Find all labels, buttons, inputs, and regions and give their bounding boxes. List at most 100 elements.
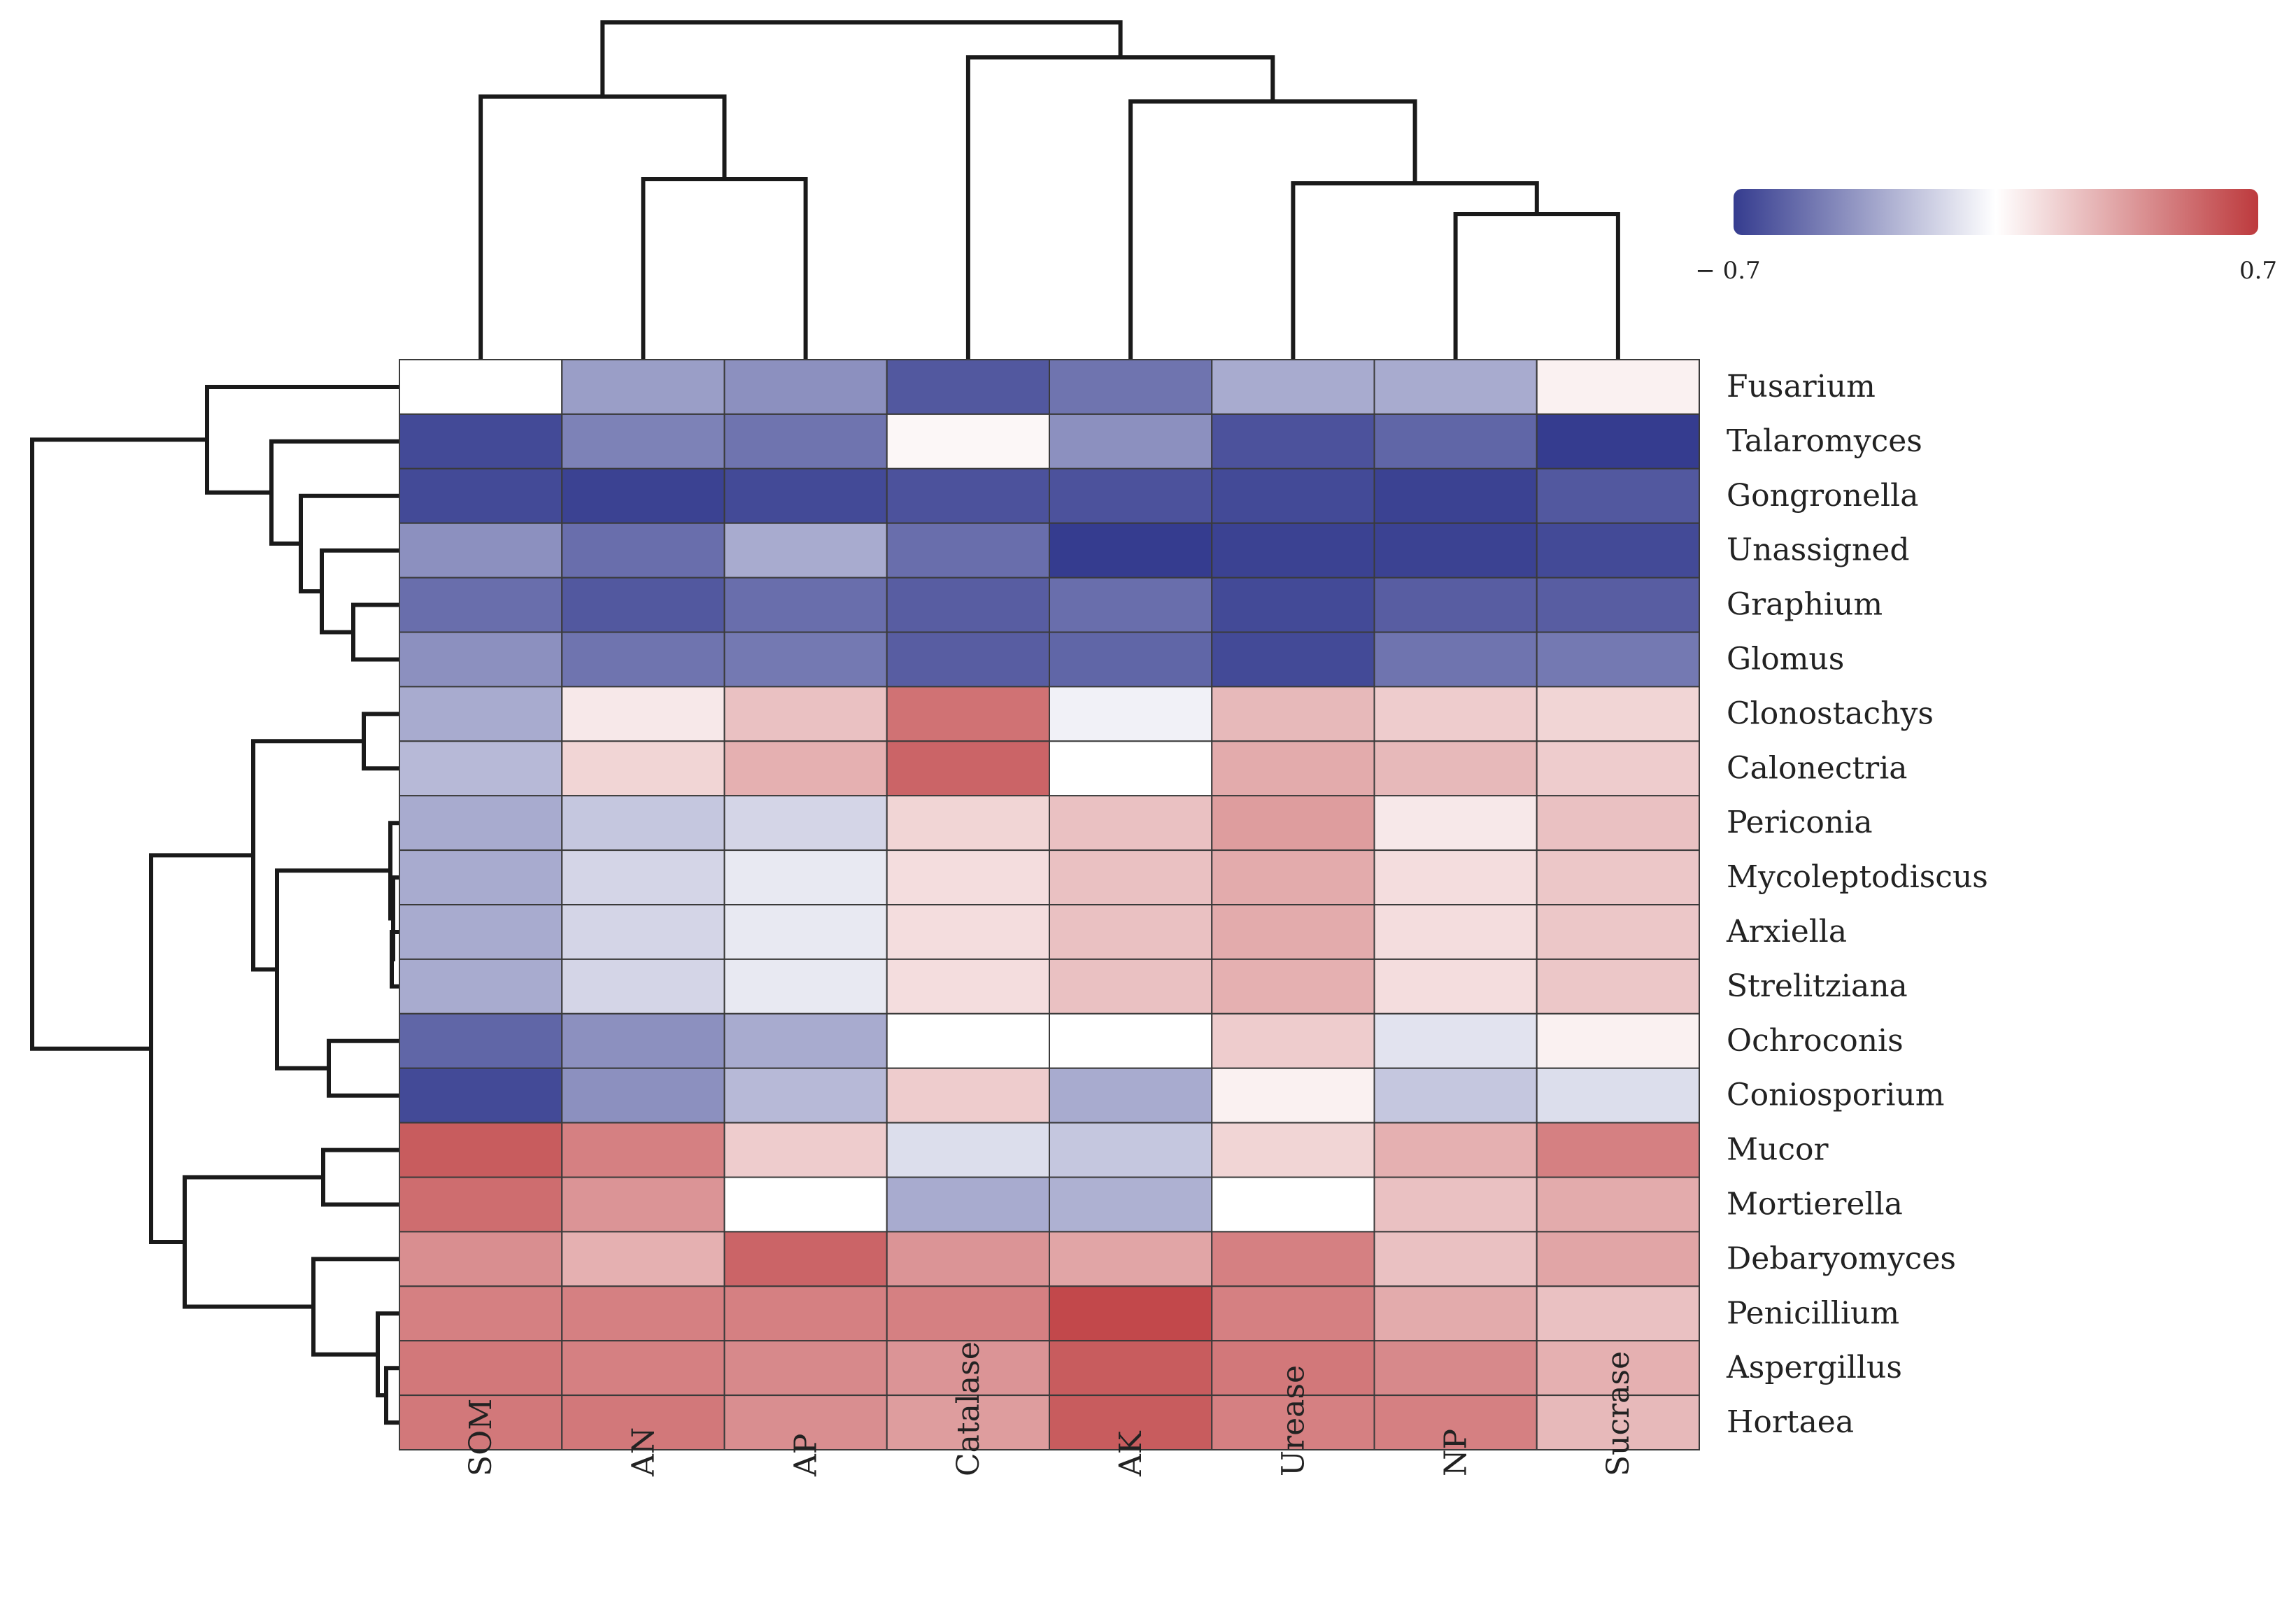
heatmap-cell [1536, 467, 1700, 524]
heatmap-cell [723, 1176, 888, 1233]
heatmap-cell [561, 413, 725, 469]
heatmap-cell [1373, 958, 1538, 1015]
row-dendrogram-link [351, 602, 402, 662]
row-label: Clonostachys [1727, 695, 1934, 731]
heatmap-cell [1373, 740, 1538, 797]
row-label: Hortaea [1727, 1404, 1854, 1440]
row-label: Glomus [1727, 642, 1844, 677]
heatmap-cell [399, 849, 563, 905]
heatmap-cell [886, 1012, 1050, 1069]
heatmap-cell [1373, 631, 1538, 688]
heatmap-cell [561, 1067, 725, 1124]
heatmap-cell [723, 795, 888, 852]
row-dendrogram-link [30, 437, 209, 1051]
heatmap-cell [1049, 958, 1213, 1015]
heatmap-cell [1049, 1067, 1213, 1124]
column-dendrogram-link [479, 94, 727, 362]
row-dendrogram-link [149, 853, 255, 1244]
heatmap-cell [399, 686, 563, 742]
row-label: Gongronella [1727, 478, 1918, 514]
row-dendrogram-link [376, 1311, 402, 1398]
heatmap-cell [1049, 631, 1213, 688]
heatmap-cell [886, 686, 1050, 742]
heatmap-cell [399, 795, 563, 852]
heatmap-cell [1373, 1340, 1538, 1397]
heatmap-cell [399, 522, 563, 579]
heatmap-cell [561, 686, 725, 742]
heatmap-cell [1049, 1231, 1213, 1287]
heatmap-cell [1211, 1285, 1375, 1342]
row-label: Coniosporium [1727, 1078, 1944, 1113]
heatmap-cell [886, 740, 1050, 797]
heatmap-cell [1536, 413, 1700, 469]
row-label: Aspergillus [1726, 1350, 1902, 1385]
heatmap-cell [886, 1176, 1050, 1233]
row-label: Unassigned [1727, 532, 1910, 568]
heatmap-cell [1536, 522, 1700, 579]
heatmap-cell [1049, 1176, 1213, 1233]
column-dendrogram-link [641, 177, 808, 362]
heatmap-cell [561, 1012, 725, 1069]
heatmap-cell [723, 1394, 888, 1450]
heatmap-cell [1211, 1012, 1375, 1069]
colorbar-max-label: 0.7 [2239, 257, 2277, 285]
colorbar-min-label: − 0.7 [1695, 257, 1760, 285]
heatmap-cell [886, 795, 1050, 852]
heatmap-cell [723, 1231, 888, 1287]
row-label: Periconia [1727, 805, 1873, 840]
heatmap-cell [1049, 686, 1213, 742]
row-dendrogram-link [320, 548, 402, 635]
heatmap-cell [723, 958, 888, 1015]
heatmap-cell [1211, 849, 1375, 905]
heatmap-cell [399, 1067, 563, 1124]
heatmap-cell [886, 904, 1050, 960]
heatmap-cell [399, 577, 563, 633]
column-dendrogram-link [600, 20, 1123, 99]
row-label: Mycoleptodiscus [1727, 859, 1988, 895]
heatmap-cell [561, 1394, 725, 1450]
heatmap-cell [561, 1176, 725, 1233]
row-label: Strelitziana [1727, 968, 1908, 1004]
row-label: Penicillium [1727, 1295, 1899, 1331]
column-label: AP [788, 1434, 824, 1477]
heatmap-cell [561, 1231, 725, 1287]
heatmap-cell [1049, 849, 1213, 905]
heatmap-cell [561, 1340, 725, 1397]
heatmap-cell [1373, 577, 1538, 633]
heatmap-cell [1536, 958, 1700, 1015]
heatmap-cell [1211, 686, 1375, 742]
heatmap-cell [1373, 467, 1538, 524]
row-label: Fusarium [1727, 369, 1876, 404]
column-label: Catalase [951, 1341, 986, 1476]
row-label: Arxiella [1726, 914, 1847, 949]
heatmap-cell [723, 686, 888, 742]
heatmap-cell [561, 849, 725, 905]
row-dendrogram-link [251, 739, 366, 972]
heatmap-cell [561, 522, 725, 579]
row-dendrogram-link [275, 868, 392, 1071]
heatmap-cell [1211, 740, 1375, 797]
heatmap-cell [1536, 359, 1700, 415]
heatmap-cell [1536, 1231, 1700, 1287]
row-label: Talaromyces [1727, 423, 1922, 459]
heatmap-cell [886, 631, 1050, 688]
column-dendrogram-link [1291, 181, 1539, 362]
heatmap-cell [1049, 1285, 1213, 1342]
heatmap-cell [399, 1012, 563, 1069]
row-dendrogram [30, 385, 402, 1425]
heatmap-cell [399, 1394, 563, 1450]
heatmap-cell [561, 795, 725, 852]
heatmap-cell [1536, 1394, 1700, 1450]
heatmap-cell [1373, 1122, 1538, 1178]
row-label: Calonectria [1727, 750, 1908, 786]
heatmap-cell [399, 1285, 563, 1342]
column-dendrogram [479, 20, 1620, 362]
heatmap-cell [723, 849, 888, 905]
row-dendrogram-link [183, 1175, 325, 1309]
row-labels: Fusarium Talaromyces Gongronella Unassigned… [1726, 369, 1988, 1440]
heatmap-cell [1536, 849, 1700, 905]
heatmap-cell [723, 1012, 888, 1069]
row-label: Ochroconis [1727, 1023, 1904, 1059]
heatmap-cell [1211, 1231, 1375, 1287]
